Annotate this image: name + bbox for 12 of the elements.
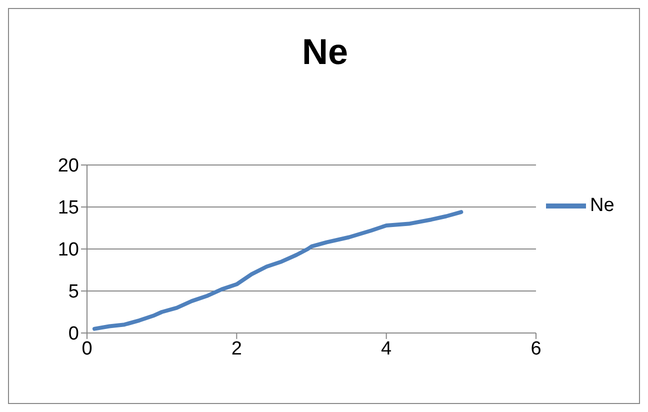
y-tick-label: 15 — [58, 198, 79, 219]
chart-title: Ne — [300, 31, 350, 73]
y-tick-label: 5 — [68, 282, 79, 303]
legend-label: Ne — [590, 195, 614, 216]
y-tick-label: 0 — [68, 324, 79, 345]
line-series — [92, 210, 464, 331]
x-tick-label: 4 — [381, 338, 392, 360]
x-tick-label: 2 — [231, 338, 242, 360]
y-tick-label: 20 — [58, 156, 79, 177]
x-tick-label: 6 — [530, 338, 542, 360]
x-tick-label: 0 — [82, 338, 92, 360]
y-tick-label: 10 — [58, 240, 79, 261]
